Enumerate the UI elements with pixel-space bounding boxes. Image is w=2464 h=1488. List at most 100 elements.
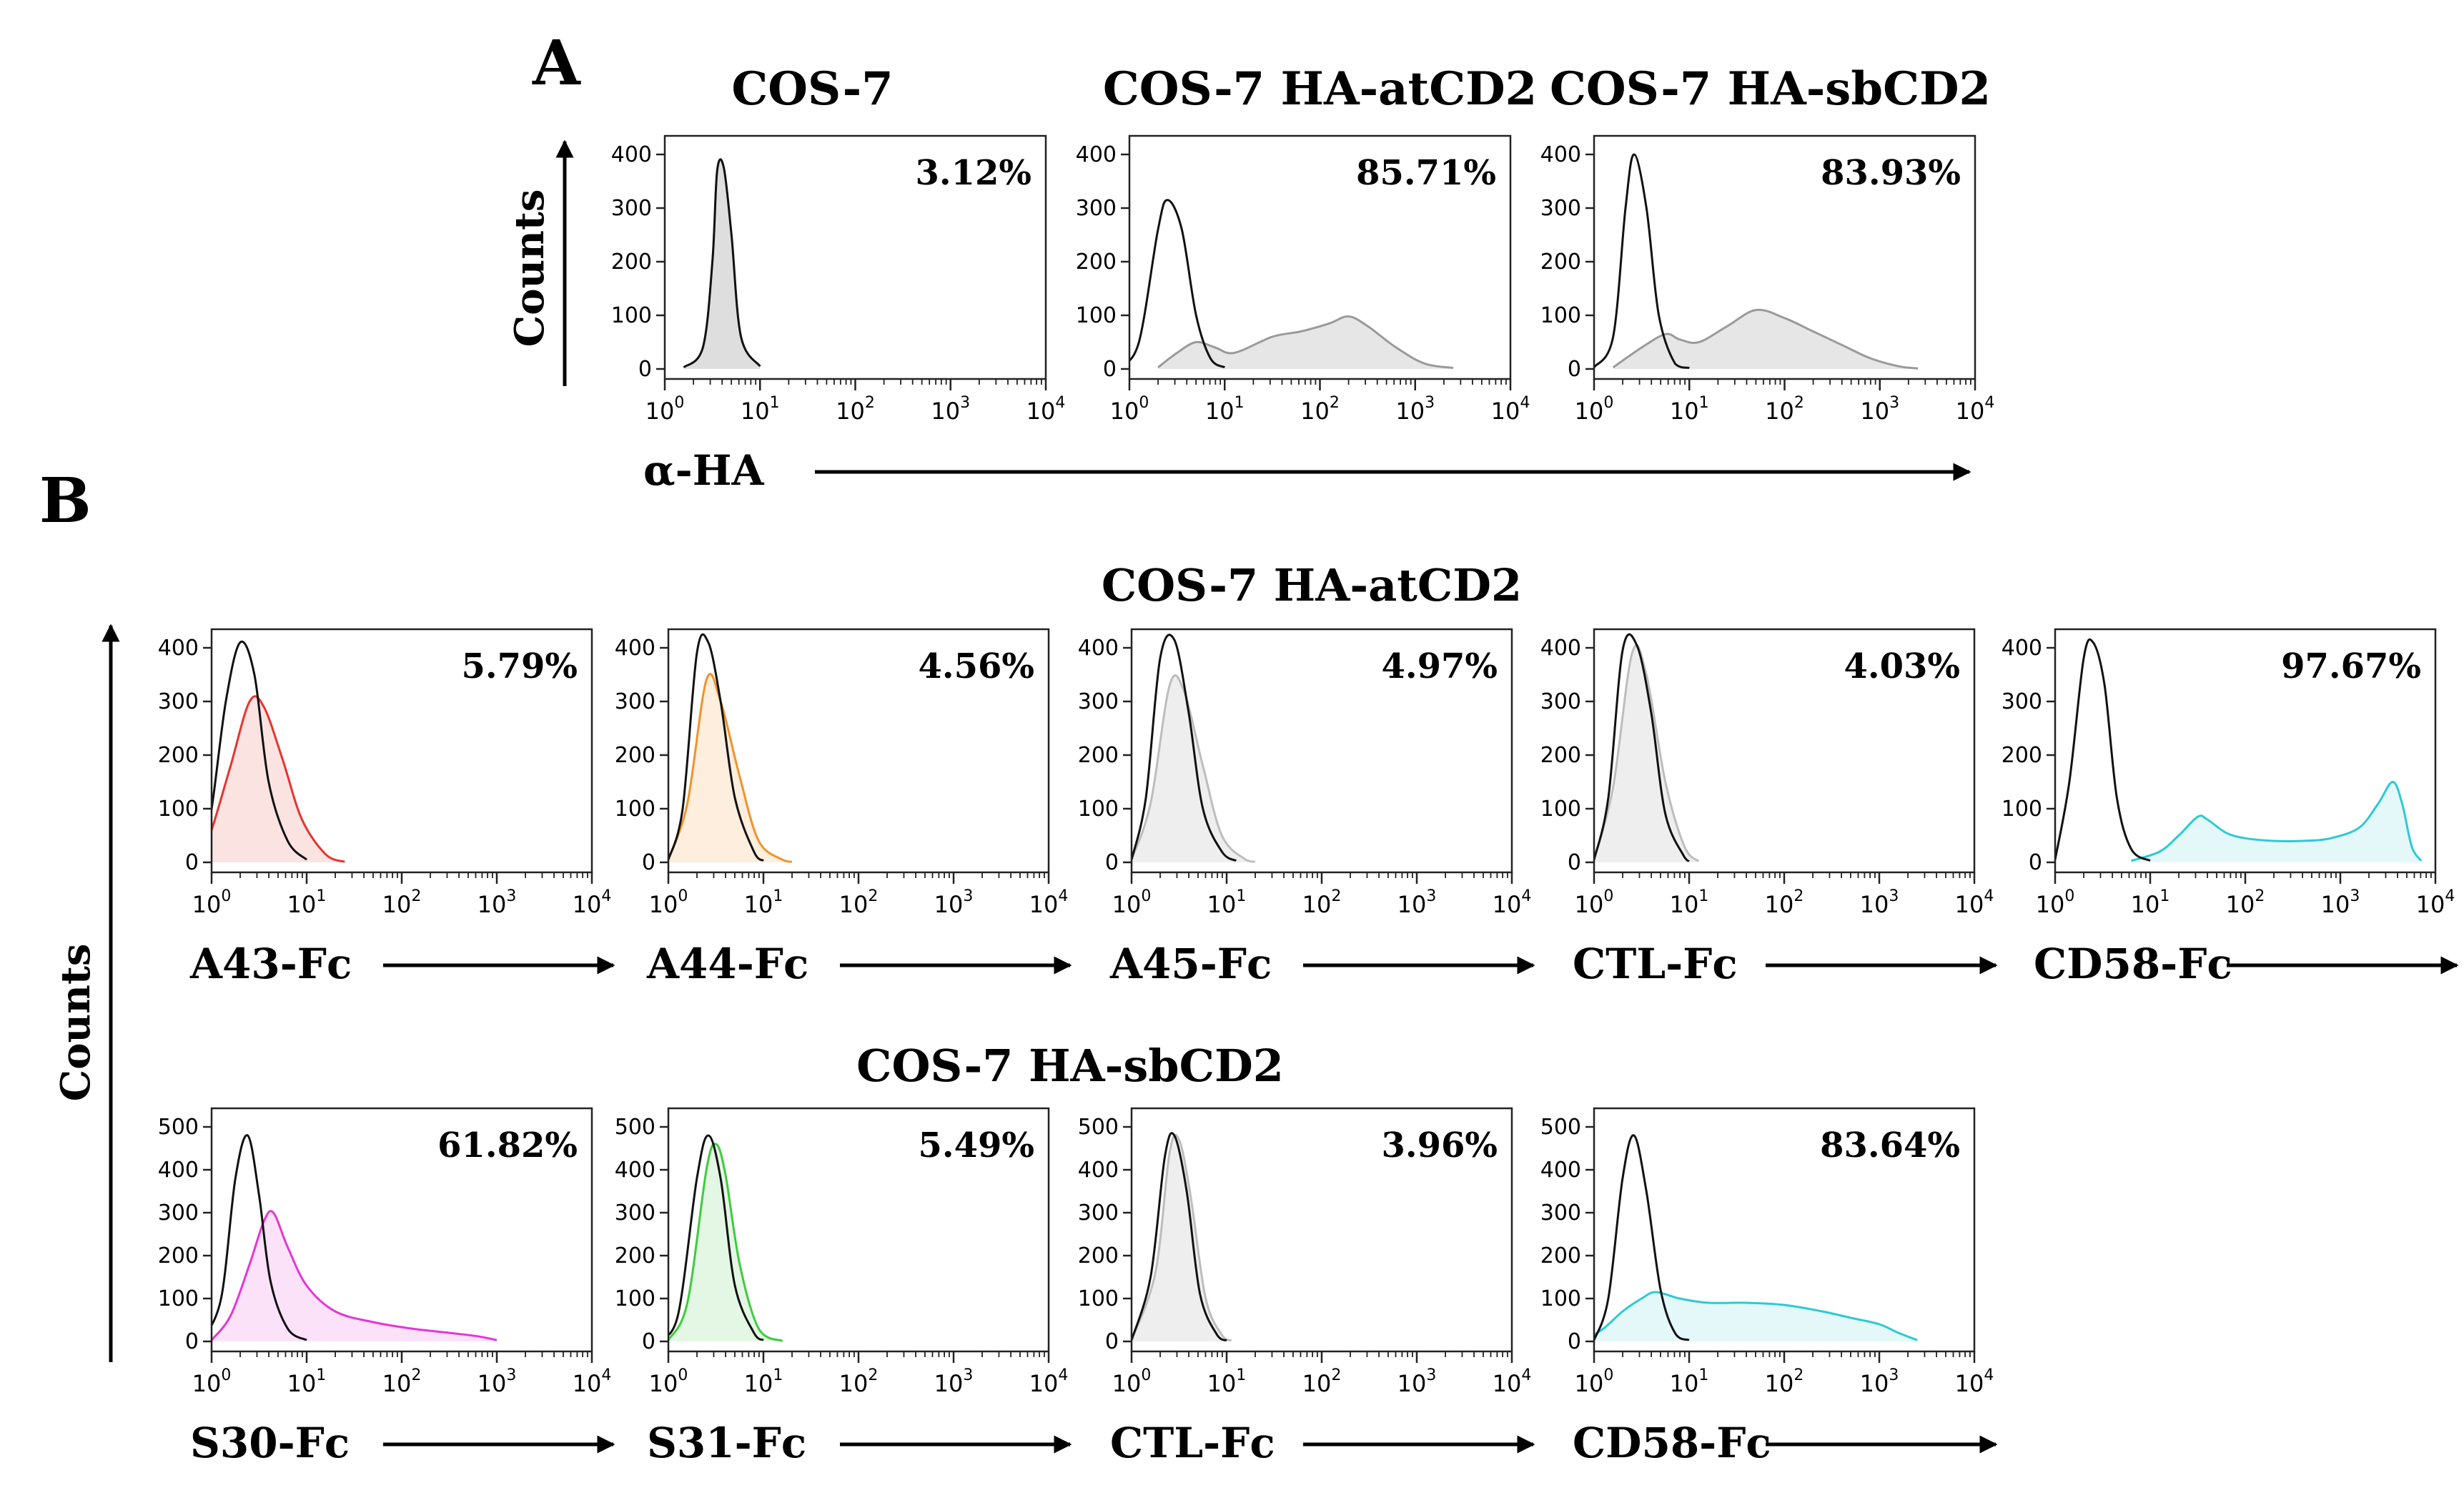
gate-percentage: 4.03% <box>1844 646 1960 686</box>
y-tick-label: 0 <box>185 1329 199 1354</box>
y-tick-label: 200 <box>1540 743 1581 768</box>
sample-fill <box>668 1143 783 1341</box>
y-tick-label: 0 <box>1105 1329 1119 1354</box>
y-tick-label: 100 <box>611 303 652 328</box>
x-tick-label: 103 <box>2321 887 2360 918</box>
sample-curve <box>1157 315 1454 369</box>
y-tick-label: 0 <box>1568 357 1581 382</box>
x-tick-label: 100 <box>1575 1366 1614 1397</box>
control-curve <box>212 1134 307 1341</box>
x-tick-label: 100 <box>2036 887 2075 918</box>
y-tick-label: 100 <box>1076 303 1117 328</box>
sample-fill <box>1132 675 1255 862</box>
y-tick-label: 200 <box>615 743 655 768</box>
panel-title: COS-7 HA-atCD2 <box>1103 62 1537 116</box>
x-tick-label: 100 <box>192 1366 232 1397</box>
control-curve <box>1132 634 1237 862</box>
y-tick-label: 500 <box>158 1115 199 1140</box>
y-tick-label: 100 <box>158 797 199 822</box>
x-tick-label: 101 <box>744 1366 783 1397</box>
x-tick-label: 102 <box>839 887 879 918</box>
row-b-bottom-title: COS-7 HA-sbCD2 <box>856 1040 1284 1092</box>
sample-fill <box>212 696 345 862</box>
x-tick-label: 103 <box>1395 394 1435 425</box>
x-tick-label: 101 <box>287 887 327 918</box>
histogram-12: 0 100 200 300 400 500 100 101 102 103 104 83.64% CD5… <box>1540 1107 1998 1467</box>
x-tick-label: 102 <box>382 887 422 918</box>
sample-fill <box>1158 316 1453 369</box>
x-tick-label: 100 <box>1112 1366 1152 1397</box>
y-tick-label: 400 <box>1078 1158 1119 1183</box>
x-tick-label: 103 <box>478 887 517 918</box>
y-tick-label: 0 <box>642 850 655 875</box>
x-tick-label: 101 <box>1207 1366 1247 1397</box>
x-tick-label: 104 <box>1493 1366 1532 1397</box>
x-tick-label: 101 <box>1205 394 1245 425</box>
x-axis-label: CTL-Fc <box>1573 940 1738 988</box>
panel-b-label: B <box>39 465 91 537</box>
sample-curve <box>2130 780 2423 862</box>
x-tick-label: 100 <box>649 887 688 918</box>
y-tick-label: 400 <box>611 142 652 167</box>
control-curve <box>668 633 765 862</box>
x-axis-label: α-HA <box>643 446 765 495</box>
x-tick-label: 101 <box>744 887 783 918</box>
x-axis-label: CD58-Fc <box>1573 1419 1771 1467</box>
control-curve <box>212 640 308 861</box>
x-tick-label: 103 <box>1860 1366 1899 1397</box>
x-tick-label: 101 <box>1670 1366 1709 1397</box>
control-curve <box>1594 633 1691 862</box>
panel-b-counts-axis: Counts <box>52 624 120 1362</box>
panel-b-counts-label: Counts <box>52 944 99 1102</box>
x-tick-label: 101 <box>1207 887 1247 918</box>
histogram-3: 0 100 200 300 400 100 101 102 103 104 83.93% COS-7 … <box>1540 62 1995 425</box>
y-tick-label: 0 <box>1568 850 1581 875</box>
x-tick-label: 102 <box>1302 887 1342 918</box>
x-tick-label: 102 <box>2226 887 2265 918</box>
y-tick-label: 400 <box>2002 636 2042 661</box>
sample-fill <box>1594 645 1699 862</box>
y-tick-label: 400 <box>1540 142 1581 167</box>
x-axis-label: CD58-Fc <box>2034 940 2232 988</box>
sample-fill <box>1132 1135 1232 1341</box>
y-tick-label: 400 <box>615 1158 655 1183</box>
x-tick-label: 104 <box>2416 887 2455 918</box>
control-fill <box>683 159 761 369</box>
x-tick-label: 101 <box>1670 887 1709 918</box>
y-tick-label: 500 <box>615 1115 655 1140</box>
control-curve <box>1132 1132 1227 1342</box>
sample-curve <box>1132 674 1256 863</box>
row-b-top-title: COS-7 HA-atCD2 <box>1102 559 1522 611</box>
y-tick-label: 0 <box>1105 850 1119 875</box>
x-tick-label: 100 <box>1575 887 1614 918</box>
y-tick-label: 0 <box>185 850 199 875</box>
x-tick-label: 103 <box>1397 887 1437 918</box>
y-tick-label: 200 <box>1540 1243 1581 1268</box>
y-tick-label: 200 <box>158 743 199 768</box>
sample-curve <box>668 673 793 863</box>
x-tick-label: 103 <box>931 394 970 425</box>
y-tick-label: 0 <box>642 1329 655 1354</box>
x-tick-label: 104 <box>1029 887 1069 918</box>
x-tick-label: 100 <box>1112 887 1152 918</box>
gate-percentage: 61.82% <box>437 1125 578 1166</box>
histogram-7: 0 100 200 300 400 100 101 102 103 104 4.03% CTL-Fc <box>1540 628 1998 988</box>
y-tick-label: 500 <box>1078 1115 1119 1140</box>
x-tick-label: 102 <box>836 394 875 425</box>
y-tick-label: 400 <box>1076 142 1117 167</box>
x-axis-label: S31-Fc <box>647 1419 806 1467</box>
sample-fill <box>2131 782 2422 862</box>
y-tick-label: 200 <box>1076 250 1117 275</box>
x-tick-label: 103 <box>1397 1366 1437 1397</box>
y-tick-label: 100 <box>1540 797 1581 822</box>
x-tick-label: 102 <box>1765 887 1804 918</box>
x-tick-label: 104 <box>1029 1366 1069 1397</box>
y-tick-label: 100 <box>615 797 655 822</box>
histogram-8: 0 100 200 300 400 100 101 102 103 104 97.67% CD58-F… <box>2002 628 2459 988</box>
x-tick-label: 104 <box>573 887 612 918</box>
x-tick-label: 104 <box>1026 394 1066 425</box>
gate-percentage: 4.56% <box>918 646 1034 686</box>
x-axis-label: CTL-Fc <box>1110 1419 1275 1467</box>
x-tick-label: 101 <box>741 394 780 425</box>
control-curve <box>1129 199 1226 369</box>
